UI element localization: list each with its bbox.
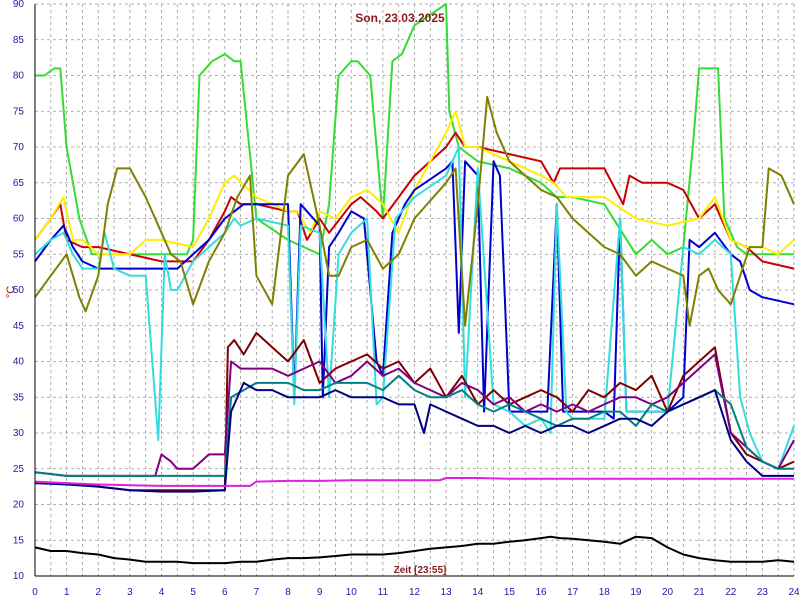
y-tick-label: 15 bbox=[13, 535, 25, 546]
y-tick-label: 10 bbox=[13, 571, 25, 582]
y-tick-label: 20 bbox=[13, 500, 25, 511]
series-line-8 bbox=[34, 353, 795, 477]
series-line-6 bbox=[34, 95, 795, 327]
y-tick-label: 45 bbox=[13, 321, 25, 332]
x-tick-label: 0 bbox=[32, 587, 38, 598]
x-axis-label: Zeit [23:55] bbox=[394, 565, 447, 576]
x-tick-label: 14 bbox=[472, 587, 484, 598]
series-lines bbox=[34, 3, 795, 565]
x-tick-label: 15 bbox=[504, 587, 516, 598]
y-tick-label: 25 bbox=[13, 464, 25, 475]
y-tick-label: 65 bbox=[13, 178, 25, 189]
x-tick-label: 8 bbox=[285, 587, 291, 598]
axes bbox=[34, 4, 794, 577]
x-tick-label: 9 bbox=[317, 587, 323, 598]
x-tick-label: 24 bbox=[788, 587, 800, 598]
y-tick-labels: 10 15 20 25 30 35 40 45 50 55 60 65 70 75 80 85 90 bbox=[13, 0, 25, 582]
y-tick-label: 35 bbox=[13, 392, 25, 403]
y-tick-label: 90 bbox=[13, 0, 25, 10]
x-tick-label: 16 bbox=[535, 587, 547, 598]
x-tick-label: 13 bbox=[441, 587, 453, 598]
x-tick-label: 5 bbox=[190, 587, 196, 598]
x-tick-labels: 0 1 2 3 4 5 6 7 8 9 10 11 12 13 14 15 16 17 18 19 20 21 22 23 24 bbox=[32, 587, 800, 598]
y-tick-label: 70 bbox=[13, 142, 25, 153]
x-tick-label: 3 bbox=[127, 587, 133, 598]
y-axis-label: °C bbox=[5, 286, 17, 298]
x-tick-label: 17 bbox=[567, 587, 579, 598]
y-tick-label: 85 bbox=[13, 35, 25, 46]
y-tick-label: 30 bbox=[13, 428, 25, 439]
x-tick-label: 20 bbox=[662, 587, 674, 598]
x-tick-label: 12 bbox=[409, 587, 421, 598]
x-tick-label: 19 bbox=[630, 587, 642, 598]
series-line-2 bbox=[34, 131, 795, 270]
y-tick-label: 50 bbox=[13, 285, 25, 296]
series-line-12 bbox=[34, 535, 795, 565]
x-tick-label: 7 bbox=[254, 587, 260, 598]
x-tick-label: 23 bbox=[757, 587, 769, 598]
y-tick-label: 60 bbox=[13, 214, 25, 225]
y-tick-label: 55 bbox=[13, 249, 25, 260]
x-tick-label: 18 bbox=[599, 587, 611, 598]
x-tick-label: 11 bbox=[378, 587, 389, 598]
x-tick-label: 4 bbox=[159, 587, 165, 598]
y-tick-label: 75 bbox=[13, 106, 25, 117]
x-tick-label: 10 bbox=[346, 587, 358, 598]
series-line-3 bbox=[34, 110, 795, 256]
x-tick-label: 21 bbox=[694, 587, 706, 598]
x-tick-label: 22 bbox=[725, 587, 737, 598]
y-tick-label: 40 bbox=[13, 357, 25, 368]
x-tick-label: 6 bbox=[222, 587, 228, 598]
chart-title: Son, 23.03.2025 bbox=[355, 11, 445, 25]
series-line-11 bbox=[34, 477, 794, 487]
x-tick-label: 1 bbox=[64, 587, 70, 598]
y-tick-label: 80 bbox=[13, 71, 25, 82]
series-line-10 bbox=[34, 381, 794, 493]
x-tick-label: 2 bbox=[95, 587, 101, 598]
